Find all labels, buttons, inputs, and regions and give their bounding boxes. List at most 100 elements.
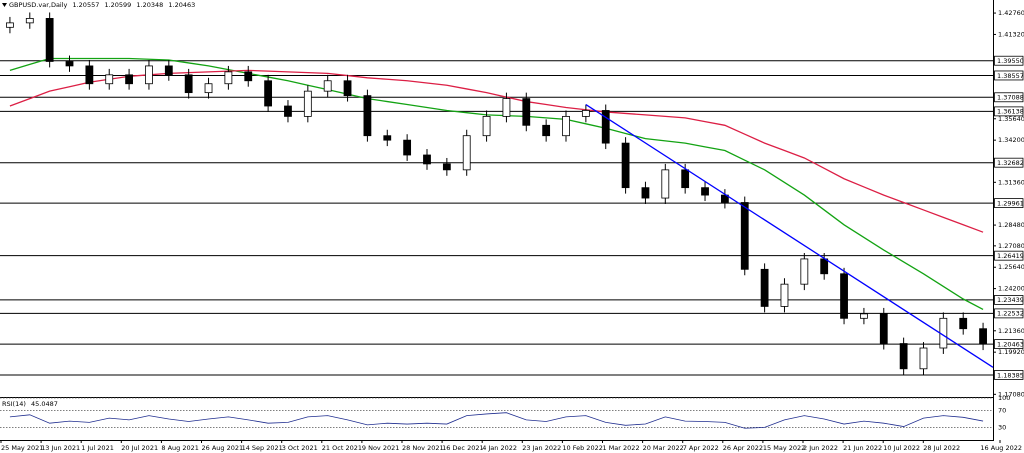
level-label: 1.23439 — [997, 296, 1024, 304]
x-tick-label: 21 Jun 2022 — [843, 444, 882, 452]
candle-body — [65, 61, 74, 67]
candle-body — [164, 65, 173, 76]
candle-body — [879, 313, 888, 344]
candle-body — [204, 83, 213, 94]
candle-body — [145, 65, 153, 85]
rsi-tick-label: 70 — [998, 407, 1006, 415]
x-tick-label: 8 Aug 2021 — [161, 444, 199, 452]
level-label-box — [994, 250, 1024, 261]
y-tick-label: 1.21360 — [998, 327, 1024, 335]
candle-body — [780, 283, 789, 307]
y-tick-label: 1.19920 — [998, 348, 1024, 356]
candle-body — [264, 80, 273, 107]
x-tick-label: 21 Oct 2021 — [322, 444, 362, 452]
candle-body — [542, 124, 551, 137]
candle-body — [6, 22, 14, 28]
x-tick-label: 16 Dec 2021 — [442, 444, 484, 452]
rsi-line — [9, 412, 984, 429]
candle-body — [621, 142, 630, 189]
x-tick-label: 28 Nov 2021 — [402, 444, 444, 452]
level-label: 1.18385 — [997, 371, 1024, 379]
y-tick-label: 1.35640 — [998, 115, 1024, 123]
candle-body — [760, 268, 769, 307]
candle-body — [681, 169, 690, 189]
y-tick-label: 1.28480 — [998, 221, 1024, 229]
candle-body — [522, 98, 531, 126]
x-tick-label: 9 Nov 2021 — [362, 444, 400, 452]
level-label: 1.32682 — [997, 159, 1024, 167]
level-label-box — [994, 295, 1024, 305]
candle-body — [701, 187, 709, 196]
candle-body — [641, 187, 650, 199]
level-label-box — [994, 370, 1024, 380]
x-tick-label: 3 Oct 2021 — [282, 444, 318, 452]
level-label-box — [994, 106, 1024, 117]
level-label-box — [994, 70, 1024, 81]
rsi-title: RSI(14) 45.0487 — [2, 400, 58, 408]
x-tick-label: 23 Jan 2022 — [522, 444, 561, 452]
x-tick-label: 7 Apr 2022 — [683, 444, 719, 452]
y-tick-label: 1.27080 — [998, 242, 1024, 250]
level-label: 1.22532 — [997, 310, 1024, 318]
candle-body — [919, 347, 928, 370]
x-tick-label: 13 Jun 2021 — [41, 444, 80, 452]
level-label: 1.37088 — [997, 94, 1024, 102]
candle-body — [244, 71, 253, 82]
symbol: GBPUSD.var,Daily — [9, 1, 68, 9]
level-label-box — [994, 339, 1024, 350]
level-label: 1.39550 — [997, 57, 1024, 65]
chart-header: GBPUSD.var,Daily 1.20557 1.20599 1.20348… — [2, 1, 195, 9]
candle-body — [899, 343, 908, 370]
trendline — [585, 103, 994, 368]
quote-close: 1.20463 — [168, 1, 195, 9]
candle-body — [562, 115, 570, 137]
candle-body — [105, 74, 114, 85]
candle-body — [502, 98, 511, 117]
candle-body — [363, 95, 372, 137]
candle-body — [383, 135, 392, 141]
candle-body — [482, 115, 491, 137]
y-tick-label: 1.34200 — [998, 136, 1024, 144]
level-label: 1.29961 — [997, 199, 1024, 207]
y-tick-label: 1.25640 — [998, 263, 1024, 271]
x-tick-label: 16 Aug 2022 — [980, 444, 1022, 452]
rsi-last-value: 45.0487 — [31, 400, 58, 408]
x-tick-label: 28 Jul 2022 — [923, 444, 960, 452]
level-label: 1.20463 — [997, 340, 1024, 348]
level-label: 1.36138 — [997, 108, 1024, 116]
x-tick-label: 10 Feb 2022 — [562, 444, 602, 452]
x-tick-label: 4 Jan 2022 — [482, 444, 517, 452]
rsi-label: RSI(14) — [2, 400, 26, 408]
candle-body — [303, 90, 312, 117]
candle-body — [25, 18, 34, 24]
x-tick-label: 1 Mar 2022 — [603, 444, 640, 452]
y-tick-label: 1.41320 — [998, 30, 1024, 38]
level-label-box — [994, 55, 1024, 66]
symbol-title: GBPUSD.var,Daily 1.20557 1.20599 1.20348… — [9, 1, 195, 9]
y-tick-label: 1.31360 — [998, 178, 1024, 186]
level-label-box — [994, 92, 1024, 103]
candle-body — [800, 258, 809, 285]
candle-body — [45, 18, 54, 62]
x-tick-label: 15 May 2022 — [763, 444, 805, 452]
quote-high: 1.20599 — [104, 1, 131, 9]
x-tick-label: 25 May 2021 — [1, 444, 43, 452]
level-label-box — [994, 308, 1024, 319]
candle-body — [581, 110, 590, 117]
candle-body — [442, 163, 451, 171]
level-label-box — [994, 198, 1024, 208]
candle-body — [403, 139, 412, 156]
y-tick-label: 1.42760 — [998, 9, 1024, 17]
moving-average — [9, 57, 984, 310]
candle-body — [85, 65, 94, 85]
candle-body — [840, 273, 848, 319]
candle-body — [284, 105, 292, 117]
candle-body — [423, 154, 431, 165]
candle-body — [224, 71, 233, 85]
rsi-tick-label: 100 — [998, 394, 1010, 402]
candle-body — [740, 202, 749, 270]
header-arrow — [2, 3, 7, 7]
level-label-box — [994, 157, 1024, 168]
